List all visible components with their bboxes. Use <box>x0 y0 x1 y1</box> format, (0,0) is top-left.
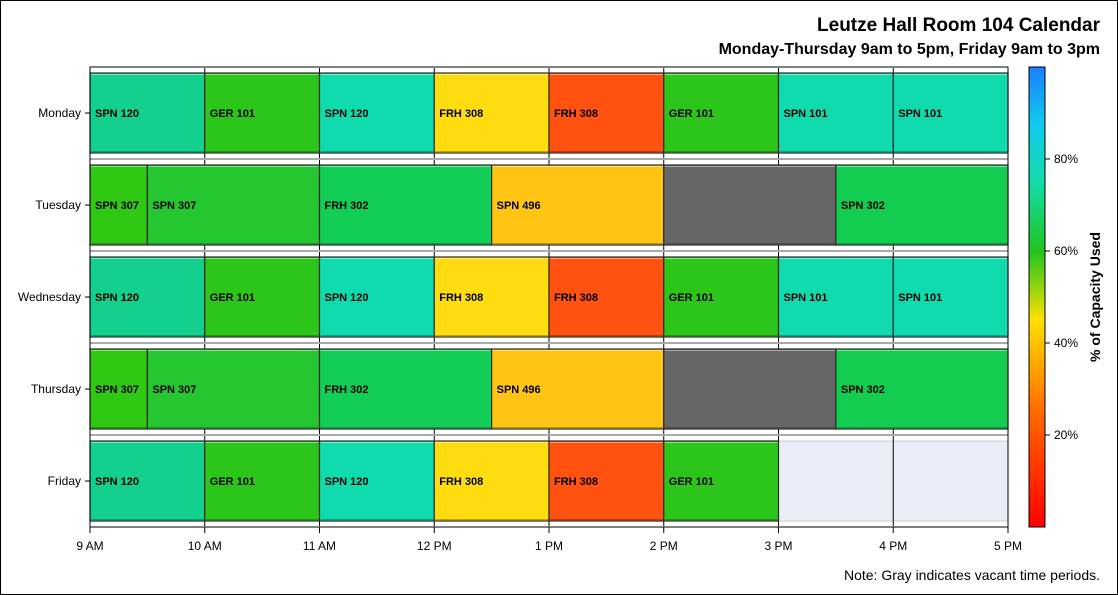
y-tick-label: Thursday <box>31 382 81 396</box>
x-tick-label: 9 AM <box>76 539 103 553</box>
x-tick-label: 3 PM <box>764 539 792 553</box>
schedule-block <box>433 440 550 522</box>
y-tick-label: Friday <box>48 474 81 488</box>
block-label: FRH 308 <box>554 108 598 120</box>
schedule-block <box>835 348 1009 430</box>
schedule-block <box>777 72 894 154</box>
x-tick-label: 1 PM <box>535 539 563 553</box>
schedule-block <box>663 256 780 338</box>
x-tick-label: 4 PM <box>879 539 907 553</box>
block-label: GER 101 <box>210 476 255 488</box>
block-label: SPN 302 <box>841 200 885 212</box>
schedule-block <box>204 440 321 522</box>
schedule-block <box>318 440 435 522</box>
colorbar-tick-label: 60% <box>1054 244 1078 258</box>
block-label: SPN 101 <box>784 108 828 120</box>
block-label: FRH 308 <box>439 292 483 304</box>
block-label: SPN 101 <box>898 292 942 304</box>
x-tick-label: 5 PM <box>994 539 1022 553</box>
block-label: SPN 307 <box>95 200 139 212</box>
colorbar-title: % of Capacity Used <box>1087 232 1103 362</box>
block-label: SPN 120 <box>95 108 139 120</box>
y-tick-label: Tuesday <box>35 198 81 212</box>
schedule-block <box>835 164 1009 246</box>
schedule-block <box>548 440 665 522</box>
schedule-block <box>548 72 665 154</box>
y-tick-label: Monday <box>38 106 81 120</box>
block-label: SPN 307 <box>152 200 196 212</box>
schedule-block <box>146 164 321 246</box>
block-label: SPN 120 <box>95 476 139 488</box>
schedule-block <box>318 256 435 338</box>
block-label: FRH 302 <box>325 384 369 396</box>
colorbar-tick-label: 40% <box>1054 336 1078 350</box>
chart-note: Note: Gray indicates vacant time periods… <box>843 567 1100 583</box>
colorbar-tick-label: 20% <box>1054 428 1078 442</box>
colorbar: 20% 40% 60% 80% % of Capacity Used <box>1028 66 1103 528</box>
schedule-block <box>433 72 550 154</box>
schedule-block <box>663 72 780 154</box>
chart-subtitle: Monday-Thursday 9am to 5pm, Friday 9am t… <box>718 41 1100 58</box>
block-label: SPN 496 <box>497 200 541 212</box>
colorbar-ramp <box>1028 66 1046 528</box>
block-label: FRH 302 <box>325 200 369 212</box>
block-label: SPN 307 <box>152 384 196 396</box>
block-label: GER 101 <box>210 108 255 120</box>
block-label: SPN 307 <box>95 384 139 396</box>
schedule-block <box>146 348 321 430</box>
schedule-block <box>491 348 665 430</box>
x-tick-label: 10 AM <box>188 539 222 553</box>
block-label: FRH 308 <box>554 292 598 304</box>
schedule-block <box>663 348 837 430</box>
block-label: SPN 101 <box>784 292 828 304</box>
y-tick-label: Wednesday <box>18 290 81 304</box>
block-label: SPN 496 <box>497 384 541 396</box>
block-label: SPN 120 <box>95 292 139 304</box>
schedule-block <box>491 164 665 246</box>
schedule-block <box>892 72 1009 154</box>
x-tick-label: 11 AM <box>303 539 336 553</box>
colorbar-tick-label: 80% <box>1054 152 1078 166</box>
schedule-block <box>204 256 321 338</box>
block-label: FRH 308 <box>439 108 483 120</box>
schedule-block <box>548 256 665 338</box>
x-tick-label: 2 PM <box>650 539 678 553</box>
schedule-block <box>318 348 493 430</box>
schedule-block <box>89 256 206 338</box>
block-label: GER 101 <box>669 292 714 304</box>
schedule-block <box>89 440 206 522</box>
schedule-block <box>204 72 321 154</box>
x-tick-label: 12 PM <box>417 539 452 553</box>
schedule-block <box>318 164 493 246</box>
block-label: SPN 120 <box>325 108 369 120</box>
schedule-block <box>318 72 435 154</box>
block-label: FRH 308 <box>554 476 598 488</box>
chart-title: Leutze Hall Room 104 Calendar <box>817 15 1100 36</box>
block-label: SPN 120 <box>325 292 369 304</box>
schedule-block <box>892 256 1009 338</box>
block-label: GER 101 <box>210 292 255 304</box>
block-label: FRH 308 <box>439 476 483 488</box>
block-label: GER 101 <box>669 476 714 488</box>
plot-area: SPN 120 GER 101 SPN 120 FRH 308 FRH 308 GER 1… <box>18 66 1022 553</box>
block-label: GER 101 <box>669 108 714 120</box>
schedule-block <box>89 348 148 430</box>
schedule-block <box>663 440 780 522</box>
schedule-block <box>663 164 837 246</box>
block-label: SPN 120 <box>325 476 369 488</box>
block-label: SPN 302 <box>841 384 885 396</box>
block-label: SPN 101 <box>898 108 942 120</box>
